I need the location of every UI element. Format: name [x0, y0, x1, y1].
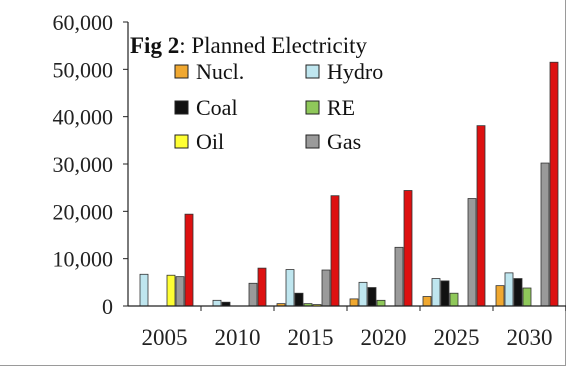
x-tick-label: 2025	[434, 325, 480, 350]
bar	[368, 288, 376, 306]
bar	[541, 163, 549, 306]
y-tick-label: 40,000	[53, 105, 114, 130]
legend-swatch	[306, 65, 319, 78]
y-axis-ticks: 0 10,000 20,000 30,000 40,000 50,000 60,000	[53, 10, 129, 319]
legend-swatch	[175, 101, 188, 114]
y-tick-label: 0	[102, 294, 113, 319]
chart-title-rest: : Planned Electricity	[179, 33, 367, 58]
bar	[450, 293, 458, 306]
chart-title-prefix: Fig 2	[130, 33, 179, 58]
legend-label: Coal	[196, 95, 238, 120]
bar	[496, 286, 504, 306]
bar	[468, 199, 476, 306]
bar	[286, 270, 294, 306]
legend-swatch	[175, 135, 188, 148]
y-tick-label: 30,000	[53, 152, 114, 177]
bar	[322, 270, 330, 306]
legend-swatch	[306, 135, 319, 148]
bar	[477, 126, 485, 306]
x-tick-label: 2020	[361, 325, 407, 350]
chart-title: Fig 2: Planned Electricity	[130, 33, 367, 58]
bar	[359, 282, 367, 306]
bar	[432, 279, 440, 306]
y-tick-label: 10,000	[53, 247, 114, 272]
bar	[140, 274, 148, 306]
bar	[213, 300, 221, 306]
bar	[249, 283, 257, 306]
x-tick-label: 2030	[507, 325, 553, 350]
bar	[167, 275, 175, 306]
legend-label: RE	[327, 95, 355, 120]
y-tick-label: 50,000	[53, 57, 114, 82]
bar	[404, 191, 412, 306]
bar	[423, 297, 431, 306]
bar	[295, 293, 303, 306]
legend-label: Hydro	[327, 59, 383, 84]
legend-swatch	[175, 65, 188, 78]
legend: Nucl. Hydro Coal RE Oil Gas	[175, 59, 383, 154]
bar	[185, 214, 193, 306]
bar	[550, 62, 558, 306]
chart-title-text: Fig 2: Planned Electricity	[130, 33, 367, 58]
y-tick-label: 60,000	[53, 10, 114, 35]
x-tick-label: 2005	[142, 325, 188, 350]
legend-swatch	[306, 101, 319, 114]
x-tick-label: 2010	[215, 325, 261, 350]
bar	[441, 281, 449, 306]
bar	[377, 300, 385, 306]
y-tick-label: 20,000	[53, 199, 114, 224]
legend-label: Nucl.	[196, 59, 244, 84]
legend-label: Oil	[196, 129, 224, 154]
bar	[395, 247, 403, 306]
legend-label: Gas	[327, 129, 361, 154]
bar	[514, 279, 522, 306]
bar	[505, 273, 513, 306]
bar	[258, 268, 266, 306]
bar	[331, 196, 339, 306]
x-axis-labels: 2005 2010 2015 2020 2025 2030	[142, 306, 566, 350]
x-tick-label: 2015	[288, 325, 334, 350]
bar	[523, 288, 531, 306]
bar	[350, 299, 358, 306]
bar	[176, 277, 184, 306]
